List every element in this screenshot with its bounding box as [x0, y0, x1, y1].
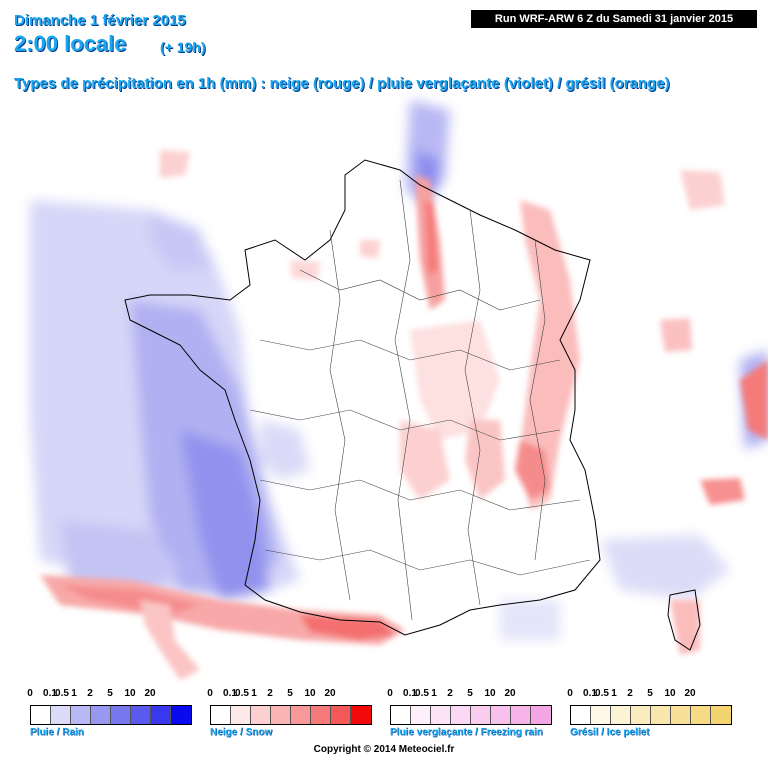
legend-tick-label: 20	[144, 688, 156, 699]
legend-swatch	[211, 706, 231, 724]
legend-ticks: 0 0.1 0.5 1 2 5 10 20	[387, 688, 552, 702]
legend-tick-label: 5	[287, 688, 293, 699]
legend-ticks: 0 0.1 0.5 1 2 5 10 20	[567, 688, 732, 702]
legend-swatch	[311, 706, 331, 724]
copyright-notice: Copyright © 2014 Meteociel.fr	[313, 744, 455, 755]
legend-swatch	[591, 706, 611, 724]
legend-tick-label: 0	[27, 688, 33, 699]
precipitation-types-title: Types de précipitation en 1h (mm) : neig…	[14, 75, 670, 92]
legend-tick-label: 1	[251, 688, 257, 699]
legend-tick-label: 5	[647, 688, 653, 699]
forecast-offset: (+ 19h)	[160, 39, 206, 55]
legend-tick-label: 10	[664, 688, 676, 699]
legend-tick-label: 20	[504, 688, 516, 699]
legend-swatch	[171, 706, 191, 724]
legend-tick-label: 10	[484, 688, 496, 699]
legend-swatch	[511, 706, 531, 724]
legend-tick-label: 0.5	[235, 688, 249, 699]
legend-swatch	[271, 706, 291, 724]
legend-swatch	[651, 706, 671, 724]
legend-swatch	[451, 706, 471, 724]
legend-swatch	[71, 706, 91, 724]
legend-tick-label: 0.1	[583, 688, 597, 699]
forecast-time: 2:00 locale	[14, 31, 127, 56]
legend-swatch	[331, 706, 351, 724]
department-borders	[249, 179, 591, 621]
legend-tick-label: 10	[304, 688, 316, 699]
legend-tick-label: 0.1	[403, 688, 417, 699]
legend-tick-label: 5	[467, 688, 473, 699]
legend-swatch	[391, 706, 411, 724]
legend-freezing-rain: 0 0.1 0.5 1 2 5 10 20 Pluie verglaçante / Freez…	[387, 688, 552, 738]
legend-label: Pluie verglaçante / Freezing rain	[390, 727, 543, 738]
legend-tick-label: 0.5	[415, 688, 429, 699]
rain-field	[30, 100, 768, 640]
legend-swatch	[711, 706, 731, 724]
legend-rain: 0 0.1 0.5 1 2 5 10 20 Pluie / Rain	[27, 688, 192, 738]
legend-tick-label: 0	[567, 688, 573, 699]
legend-label: Neige / Snow	[210, 727, 273, 738]
legend-tick-label: 0.5	[595, 688, 609, 699]
legend-tick-label: 0.1	[43, 688, 57, 699]
legend-swatch	[411, 706, 431, 724]
legend-colorbar	[570, 705, 732, 725]
legend-colorbar	[210, 705, 372, 725]
legend-swatch	[31, 706, 51, 724]
legend-swatch	[431, 706, 451, 724]
legend-swatch	[471, 706, 491, 724]
legend-swatch	[351, 706, 371, 724]
legend-swatch	[571, 706, 591, 724]
legend-tick-label: 2	[627, 688, 633, 699]
legend-label: Grésil / Ice pellet	[570, 727, 650, 738]
legend-tick-label: 1	[431, 688, 437, 699]
legend-tick-label: 0	[387, 688, 393, 699]
legend-swatch	[251, 706, 271, 724]
legend-swatch	[531, 706, 551, 724]
country-borders	[124, 159, 701, 651]
legend-tick-label: 1	[611, 688, 617, 699]
legend-swatch	[91, 706, 111, 724]
legend-colorbar	[30, 705, 192, 725]
legend-tick-label: 0.1	[223, 688, 237, 699]
legend-tick-label: 2	[267, 688, 273, 699]
legend-tick-label: 0	[207, 688, 213, 699]
legend-tick-label: 1	[71, 688, 77, 699]
legend-tick-label: 0.5	[55, 688, 69, 699]
forecast-date: Dimanche 1 février 2015	[14, 12, 186, 29]
legend-tick-label: 2	[447, 688, 453, 699]
legend-tick-label: 2	[87, 688, 93, 699]
legend-tick-label: 20	[324, 688, 336, 699]
legend-swatch	[131, 706, 151, 724]
legend-tick-label: 5	[107, 688, 113, 699]
legend-label: Pluie / Rain	[30, 727, 84, 738]
legend-swatch	[151, 706, 171, 724]
legend-swatch	[611, 706, 631, 724]
legend-ticks: 0 0.1 0.5 1 2 5 10 20	[207, 688, 372, 702]
legend-snow: 0 0.1 0.5 1 2 5 10 20 Neige / Snow	[207, 688, 372, 738]
model-run-label: Run WRF-ARW 6 Z du Samedi 31 janvier 201…	[471, 10, 757, 28]
legend-ticks: 0 0.1 0.5 1 2 5 10 20	[27, 688, 192, 702]
legend-colorbar	[390, 705, 552, 725]
legend-tick-label: 10	[124, 688, 136, 699]
legend-tick-label: 20	[684, 688, 696, 699]
legend-swatch	[671, 706, 691, 724]
legend-ice-pellet: 0 0.1 0.5 1 2 5 10 20 Grésil / Ice pellet	[567, 688, 732, 738]
legend-swatch	[231, 706, 251, 724]
legend-swatch	[111, 706, 131, 724]
legend-swatch	[491, 706, 511, 724]
legend-swatch	[631, 706, 651, 724]
legend-swatch	[691, 706, 711, 724]
legend-swatch	[51, 706, 71, 724]
legend-swatch	[291, 706, 311, 724]
